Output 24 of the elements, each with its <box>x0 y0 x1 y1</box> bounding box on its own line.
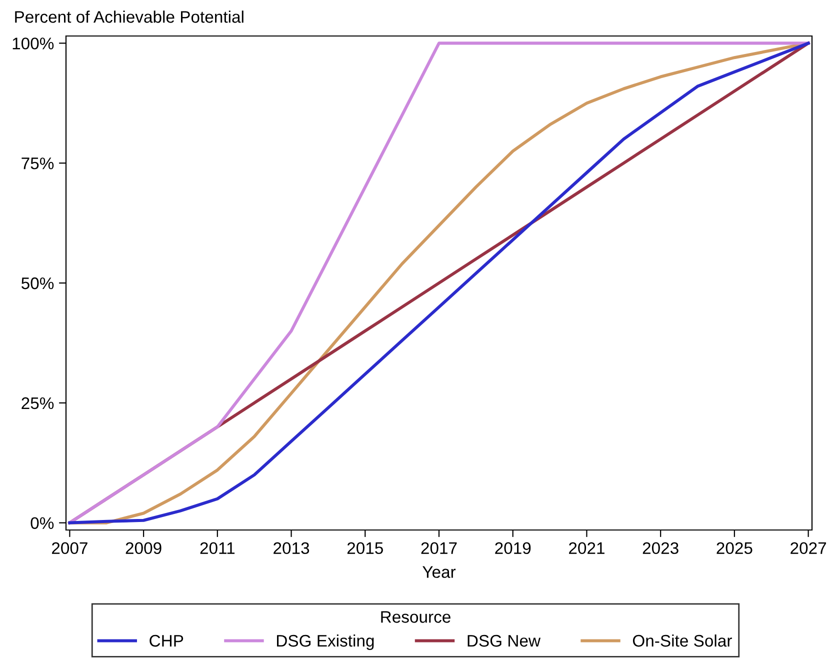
x-tick-label: 2017 <box>421 542 457 554</box>
y-tick-label: 75% <box>22 158 54 170</box>
y-tick-label: 100% <box>12 38 54 50</box>
x-tick-label: 2007 <box>52 542 88 554</box>
y-tick-label: 25% <box>22 397 54 410</box>
x-tick-label: 2021 <box>569 542 604 554</box>
y-tick-label: 50% <box>22 277 54 290</box>
x-tick-label: 2027 <box>790 542 826 554</box>
x-tick-label: 2015 <box>347 542 383 554</box>
legend-label: On-Site Solar <box>632 634 732 647</box>
x-tick-label: 2009 <box>126 542 162 554</box>
line-series <box>68 42 810 524</box>
legend-label: DSG New <box>468 634 541 647</box>
x-tick-label: 2011 <box>200 542 235 554</box>
x-tick-label: 2019 <box>495 542 531 554</box>
legend-label: DSG Existing <box>277 634 374 650</box>
legend-title: Resource <box>381 611 450 623</box>
x-tick-label: 2013 <box>274 542 310 554</box>
y-axis-title: Percent of Achievable Potential <box>15 10 244 23</box>
y-tick-label: 0% <box>30 517 54 530</box>
legend-label: CHP <box>150 634 184 647</box>
x-tick-label: 2025 <box>716 542 752 554</box>
x-tick-label: 2023 <box>642 542 678 554</box>
x-axis-title: Year <box>422 566 456 578</box>
